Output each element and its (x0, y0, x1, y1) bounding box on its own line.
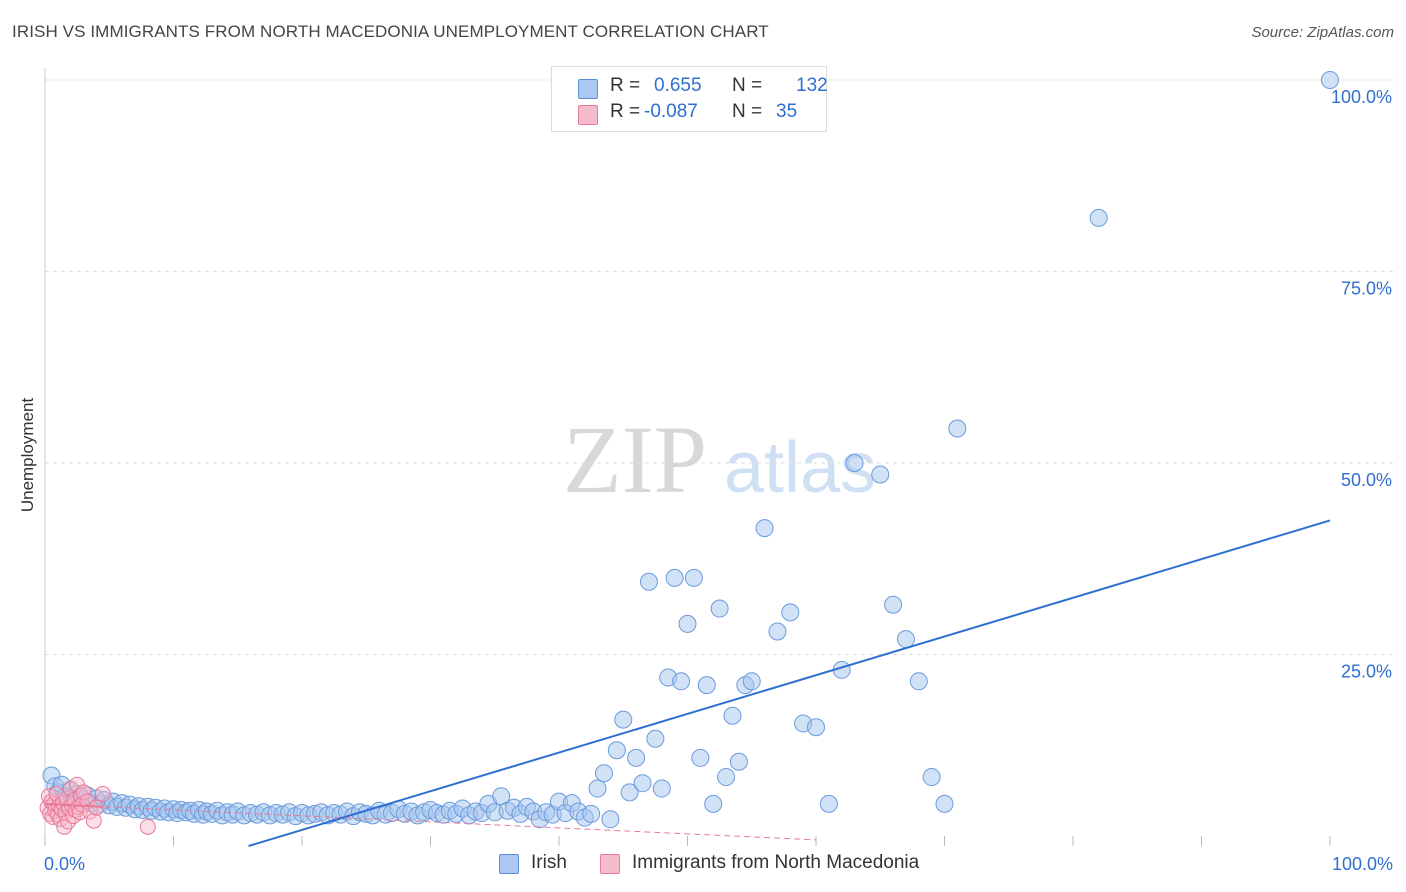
irish-point (665, 568, 684, 587)
irish-point (717, 768, 736, 787)
irish-point (639, 572, 658, 591)
irish-point (1321, 71, 1339, 89)
irish-swatch (499, 854, 519, 874)
macedonia-swatch (578, 105, 598, 125)
y-tick-label: 100.0% (1331, 87, 1392, 107)
irish-point (633, 774, 652, 793)
irish-point (807, 718, 825, 737)
irish-point (819, 794, 838, 813)
macedonia-point (88, 799, 105, 816)
macedonia-point (94, 785, 111, 802)
irish-point (948, 419, 967, 438)
macedonia-point (139, 818, 156, 835)
chart-title: IRISH VS IMMIGRANTS FROM NORTH MACEDONIA… (12, 22, 769, 41)
irish-point (935, 794, 954, 813)
macedonia-swatch (600, 854, 620, 874)
irish-point (1089, 208, 1108, 227)
y-tick-label: 50.0% (1341, 470, 1392, 490)
irish-point (871, 465, 890, 484)
irish-point (614, 710, 633, 729)
n-value: 132 (796, 75, 828, 96)
r-value: -0.087 (644, 101, 698, 122)
irish-point (742, 672, 761, 691)
legend-label: Immigrants from North Macedonia (632, 852, 920, 873)
irish-swatch (578, 79, 598, 99)
r-label: R = (610, 75, 641, 96)
legend-label: Irish (531, 852, 567, 873)
y-tick-label: 25.0% (1341, 662, 1392, 682)
irish-point (723, 706, 742, 725)
irish-point (620, 783, 639, 802)
macedonia-point (75, 784, 92, 801)
n-label: N = (732, 75, 763, 96)
irish-point (755, 519, 774, 538)
irish-point (729, 752, 748, 771)
irish-point (691, 748, 710, 767)
macedonia-point (48, 785, 65, 802)
macedonia-trend-line-solid (44, 802, 103, 808)
irish-trend-line (248, 519, 1331, 847)
source-credit: Source: ZipAtlas.com (1251, 24, 1394, 41)
x-tick-label: 0.0% (44, 854, 85, 874)
irish-point (607, 741, 626, 760)
irish-point (845, 454, 864, 472)
macedonia-point (85, 812, 102, 829)
irish-point (652, 779, 671, 798)
irish-point (697, 676, 716, 695)
irish-point (582, 804, 601, 823)
irish-point (704, 794, 723, 813)
n-label: N = (732, 101, 763, 122)
irish-point (601, 810, 620, 829)
irish-point (594, 764, 613, 783)
irish-point (909, 672, 928, 691)
irish-point (896, 630, 915, 649)
irish-point (768, 622, 787, 641)
x-tick-label: 100.0% (1332, 854, 1393, 874)
r-label: R = (610, 101, 641, 122)
irish-point (922, 768, 941, 787)
irish-point (588, 779, 607, 798)
irish-point (678, 614, 697, 633)
irish-point (646, 729, 665, 748)
correlation-legend: R = 0.655 N = 132 R = -0.087 N = 35 (551, 66, 828, 132)
n-value: 35 (776, 101, 798, 122)
r-value: 0.655 (654, 75, 702, 96)
y-tick-label: 75.0% (1341, 279, 1392, 299)
irish-point (672, 672, 691, 691)
irish-point (710, 599, 729, 618)
macedonia-trend-line (44, 803, 817, 841)
irish-point (684, 568, 703, 587)
irish-point (781, 603, 800, 622)
irish-point (627, 748, 646, 767)
watermark-zip: ZIP (563, 406, 707, 513)
irish-point (884, 595, 903, 614)
